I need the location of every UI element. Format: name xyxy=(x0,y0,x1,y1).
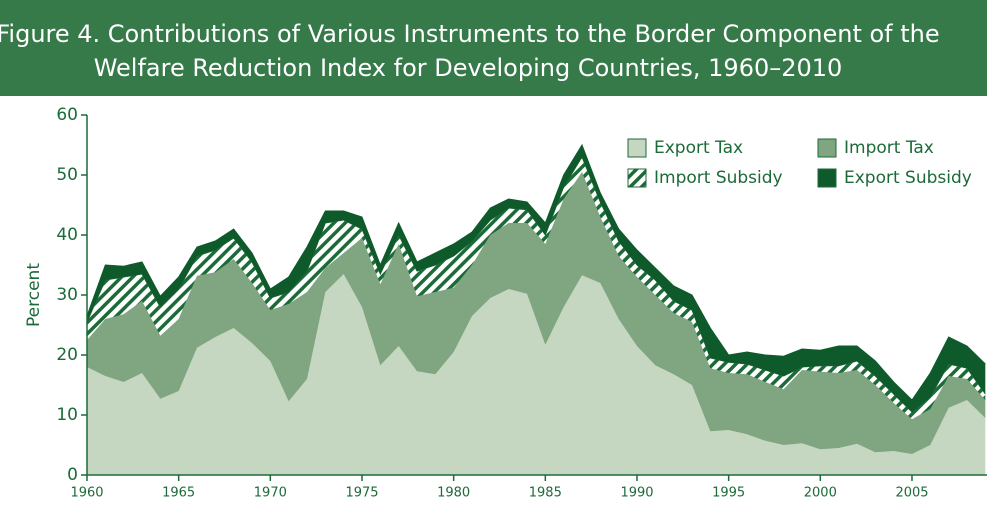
area-fill xyxy=(87,145,986,412)
chart-title: Welfare Reduction Index for Developing C… xyxy=(94,54,843,82)
x-tick-label: 1985 xyxy=(529,486,562,501)
x-tick-label: 1990 xyxy=(620,486,653,501)
legend-swatch xyxy=(817,138,837,158)
y-tick-label: 10 xyxy=(56,405,78,425)
legend-label: Export Subsidy xyxy=(844,168,972,188)
plot-area xyxy=(87,143,986,475)
x-tick-label: 1970 xyxy=(254,486,287,501)
legend-swatch xyxy=(627,138,647,158)
y-axis-label: Percent xyxy=(24,263,44,327)
x-tick-label: 1995 xyxy=(712,486,745,501)
x-tick-label: 1980 xyxy=(437,486,470,501)
x-tick-label: 2005 xyxy=(895,486,928,501)
legend-swatch xyxy=(817,168,837,188)
legend-label: Import Subsidy xyxy=(654,168,783,188)
y-tick-label: 0 xyxy=(67,465,78,485)
area-fill xyxy=(87,172,986,454)
legend-label: Import Tax xyxy=(844,138,934,158)
y-tick-label: 20 xyxy=(56,345,78,365)
header-band xyxy=(0,0,987,96)
x-tick-label: 1975 xyxy=(345,486,378,501)
area-edge xyxy=(87,143,986,401)
x-tick-label: 1960 xyxy=(70,486,103,501)
x-tick-label: 1965 xyxy=(162,486,195,501)
area-fill xyxy=(87,274,986,475)
chart-title: Figure 4. Contributions of Various Instr… xyxy=(0,20,940,48)
x-tick-label: 2000 xyxy=(804,486,837,501)
y-tick-label: 30 xyxy=(56,285,78,305)
y-tick-label: 50 xyxy=(56,165,78,185)
legend-label: Export Tax xyxy=(654,138,743,158)
y-tick-label: 40 xyxy=(56,225,78,245)
y-tick-label: 60 xyxy=(56,105,78,125)
legend-swatch xyxy=(627,168,647,188)
axes: 0 10 20 30 40 50 60 1960 1965 1970 1975 1980 1985 199… xyxy=(56,105,987,501)
